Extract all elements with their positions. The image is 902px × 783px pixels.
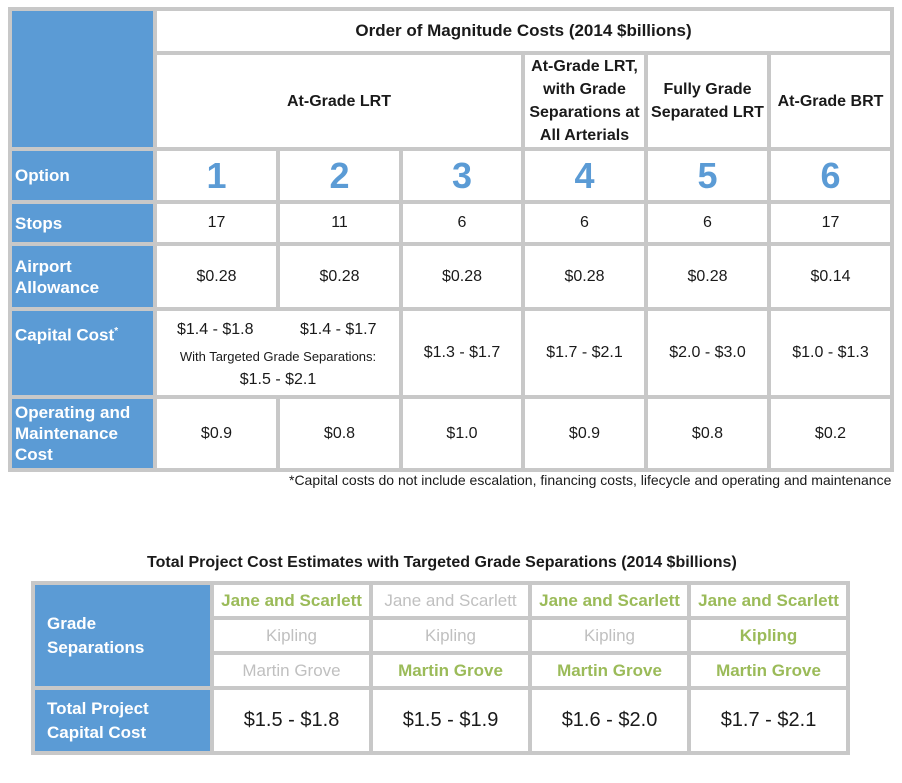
capital-cost-options-1-2: $1.4 - $1.8 $1.4 - $1.7 With Targeted Gr… (157, 311, 399, 395)
capital-cost-option-5: $2.0 - $3.0 (648, 311, 767, 395)
total-cost-cell: $1.5 - $1.9 (373, 690, 528, 751)
separation-cell: Kipling (373, 620, 528, 651)
airport-allowance-cell: $0.28 (525, 246, 644, 307)
total-project-cost-table: Grade Separations Jane and Scarlett Jane… (31, 581, 850, 755)
total-cost-cell: $1.5 - $1.8 (214, 690, 369, 751)
airport-allowance-cell: $0.28 (648, 246, 767, 307)
capital-cost-option-6: $1.0 - $1.3 (771, 311, 890, 395)
airport-allowance-cell: $0.28 (157, 246, 276, 307)
stops-cell: 6 (648, 204, 767, 242)
stops-cell: 17 (157, 204, 276, 242)
option-number: 6 (771, 151, 890, 200)
header-fully-grade-separated-lrt: Fully Grade Separated LRT (648, 55, 767, 147)
separation-cell: Kipling (691, 620, 846, 651)
option-number: 1 (157, 151, 276, 200)
stops-cell: 17 (771, 204, 890, 242)
separation-cell: Martin Grove (373, 655, 528, 686)
airport-allowance-cell: $0.28 (280, 246, 399, 307)
order-of-magnitude-costs-table: Order of Magnitude Costs (2014 $billions… (8, 7, 894, 472)
separation-cell: Jane and Scarlett (691, 585, 846, 616)
separation-cell: Kipling (214, 620, 369, 651)
header-at-grade-brt: At-Grade BRT (771, 55, 890, 147)
airport-allowance-cell: $0.14 (771, 246, 890, 307)
separation-cell: Martin Grove (691, 655, 846, 686)
total-cost-cell: $1.7 - $2.1 (691, 690, 846, 751)
capital-cost-footnote: *Capital costs do not include escalation… (289, 472, 892, 488)
row-label-operating-maintenance: Operating and Maintenance Cost (12, 399, 153, 468)
row-label-stops: Stops (12, 204, 153, 242)
option-number: 5 (648, 151, 767, 200)
row-label-capital-cost: Capital Cost* (12, 311, 153, 395)
table-title: Order of Magnitude Costs (2014 $billions… (157, 11, 890, 51)
row-label-grade-separations: Grade Separations (35, 585, 210, 686)
footnote-marker: * (114, 326, 119, 337)
separation-cell: Kipling (532, 620, 687, 651)
stops-cell: 6 (403, 204, 521, 242)
targeted-grade-separations-value: $1.5 - $2.1 (239, 371, 317, 388)
stops-cell: 6 (525, 204, 644, 242)
om-cost-cell: $0.8 (280, 399, 399, 468)
targeted-grade-separations-note: With Targeted Grade Separations: (179, 349, 377, 364)
header-lrt-with-grade-separations: At-Grade LRT, with Grade Separations at … (525, 55, 644, 147)
total-project-cost-title: Total Project Cost Estimates with Target… (147, 554, 737, 571)
capital-cost-option-2: $1.4 - $1.7 (300, 321, 377, 338)
airport-allowance-cell: $0.28 (403, 246, 521, 307)
header-corner (12, 11, 153, 147)
row-label-airport-allowance: Airport Allowance (12, 246, 153, 307)
capital-cost-option-4: $1.7 - $2.1 (525, 311, 644, 395)
om-cost-cell: $0.9 (525, 399, 644, 468)
total-cost-cell: $1.6 - $2.0 (532, 690, 687, 751)
separation-cell: Jane and Scarlett (214, 585, 369, 616)
om-cost-cell: $0.8 (648, 399, 767, 468)
capital-cost-option-3: $1.3 - $1.7 (403, 311, 521, 395)
header-at-grade-lrt: At-Grade LRT (157, 55, 521, 147)
om-cost-cell: $0.2 (771, 399, 890, 468)
separation-cell: Martin Grove (532, 655, 687, 686)
separation-cell: Jane and Scarlett (373, 585, 528, 616)
row-label-total-project-capital-cost: Total Project Capital Cost (35, 690, 210, 751)
option-number: 3 (403, 151, 521, 200)
stops-cell: 11 (280, 204, 399, 242)
separation-cell: Jane and Scarlett (532, 585, 687, 616)
om-cost-cell: $0.9 (157, 399, 276, 468)
om-cost-cell: $1.0 (403, 399, 521, 468)
separation-cell: Martin Grove (214, 655, 369, 686)
option-number: 2 (280, 151, 399, 200)
capital-cost-option-1: $1.4 - $1.8 (177, 321, 254, 338)
row-label-option: Option (12, 151, 153, 200)
option-number: 4 (525, 151, 644, 200)
